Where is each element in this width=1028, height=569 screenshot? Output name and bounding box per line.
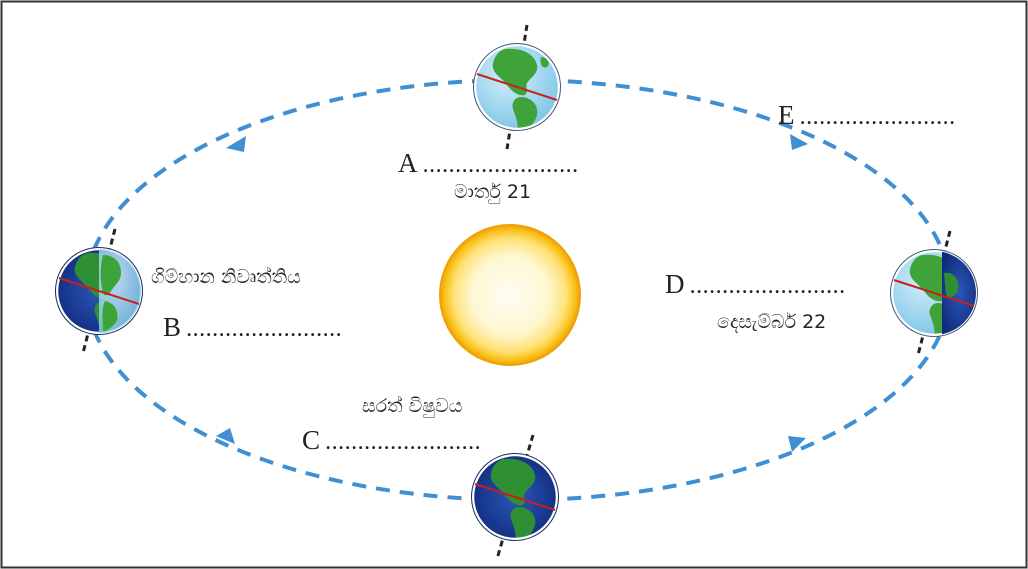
caption-december: දෙසැම්බර් 22	[717, 311, 827, 333]
label-d-letter: D	[665, 269, 685, 299]
caption-summer-solstice: ගිම්හාන නිවෘත්තිය	[151, 266, 301, 288]
label-a-blank: ........................	[422, 152, 579, 178]
earth-icon	[472, 434, 559, 560]
caption-march: මාර්තු 21	[454, 181, 532, 203]
label-b-blank: ........................	[186, 316, 343, 342]
label-b-letter: B	[163, 312, 182, 342]
label-c: C ........................	[302, 425, 482, 455]
arrow-icon	[790, 134, 808, 150]
arrow-icon	[788, 436, 806, 452]
sun-icon	[439, 224, 581, 366]
label-e-letter: E	[778, 100, 795, 130]
earth-icon	[474, 24, 561, 150]
label-c-blank: ........................	[325, 429, 482, 455]
label-c-letter: C	[302, 425, 321, 455]
label-d: D ........................	[665, 269, 846, 299]
label-d-blank: ........................	[689, 273, 846, 299]
label-a-letter: A	[398, 148, 418, 178]
label-e-blank: ........................	[799, 104, 956, 130]
arrow-icon	[216, 428, 235, 444]
label-b: B ........................	[163, 312, 343, 342]
caption-autumn-equinox: සරත් විෂුවය	[362, 395, 463, 417]
label-e: E ........................	[778, 100, 956, 130]
arrow-icon	[226, 136, 246, 152]
label-a: A ........................	[398, 148, 579, 178]
